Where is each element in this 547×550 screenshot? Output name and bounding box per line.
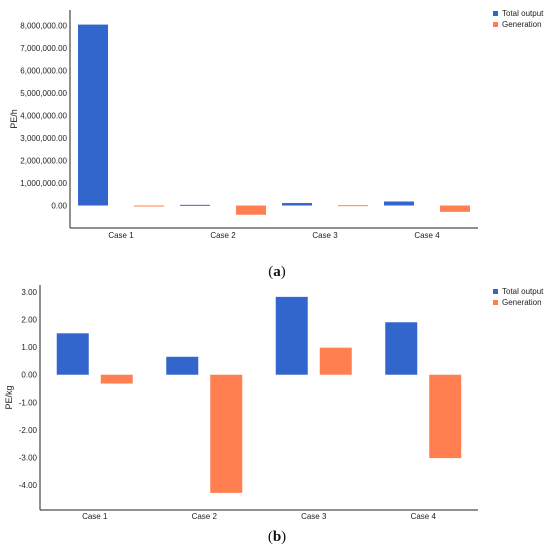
caption-b-open: ( (268, 529, 273, 545)
x-tick-label: Case 2 (210, 231, 236, 240)
y-tick-label: -1.00 (19, 398, 38, 407)
y-tick-label: 4,000,000.00 (20, 112, 67, 121)
legend-swatch-total-output (493, 289, 498, 294)
x-tick-label: Case 4 (411, 512, 437, 521)
y-tick-label: -4.00 (19, 481, 38, 490)
caption-a: (a) (268, 264, 286, 280)
chart-b: -4.00 -3.00 -2.00 -1.00 0.00 1.00 2.00 3.00 PE/k… (4, 285, 544, 521)
y-tick-label: 6,000,000.00 (20, 67, 67, 76)
bar-total-output (166, 356, 199, 375)
y-tick-label: 3.00 (21, 288, 37, 297)
legend-label-generation: Generation (502, 20, 542, 29)
bar-total-output (385, 322, 418, 375)
y-tick-label: 8,000,000.00 (20, 22, 67, 31)
bar-generation (134, 205, 164, 207)
y-tick-label: 0.00 (51, 202, 67, 211)
y-axis-label: PE/h (9, 109, 19, 129)
bar-total-output (78, 24, 108, 206)
y-tick-label: 0.00 (21, 371, 37, 380)
bar-generation (319, 347, 352, 375)
caption-b-letter: b (273, 529, 281, 545)
y-tick-label: -2.00 (19, 426, 38, 435)
x-tick-label: Case 3 (312, 231, 338, 240)
caption-b-close: ) (281, 529, 286, 545)
y-tick-label: -3.00 (19, 454, 38, 463)
chart-a: 0.00 1,000,000.00 2,000,000.00 3,000,000.00… (9, 9, 544, 240)
y-tick-label: 2,000,000.00 (20, 157, 67, 166)
legend-swatch-generation (493, 22, 498, 27)
caption-a-open: ( (268, 264, 273, 280)
bar-generation (440, 205, 470, 212)
x-tick-label: Case 1 (108, 231, 134, 240)
legend-swatch-total-output (493, 11, 498, 16)
legend-label-total-output: Total output (502, 9, 544, 18)
caption-a-close: ) (281, 264, 286, 280)
y-tick-label: 1.00 (21, 343, 37, 352)
legend-label-generation: Generation (502, 298, 542, 307)
bar-generation (210, 374, 243, 493)
x-tick-label: Case 4 (414, 231, 440, 240)
bar-total-output (384, 201, 414, 206)
bar-generation (429, 374, 462, 459)
caption-a-letter: a (273, 264, 281, 280)
bar-generation (236, 205, 266, 215)
y-axis-label: PE/kg (4, 385, 14, 409)
y-tick-label: 2.00 (21, 316, 37, 325)
bar-total-output (275, 296, 308, 375)
x-tick-label: Case 1 (82, 512, 108, 521)
y-tick-label: 1,000,000.00 (20, 179, 67, 188)
caption-b: (b) (268, 529, 286, 545)
bar-total-output (56, 333, 89, 375)
x-tick-label: Case 3 (301, 512, 327, 521)
legend-label-total-output: Total output (502, 287, 544, 296)
y-tick-label: 3,000,000.00 (20, 134, 67, 143)
legend-swatch-generation (493, 300, 498, 305)
bar-generation (100, 374, 133, 384)
y-tick-label: 7,000,000.00 (20, 44, 67, 53)
bar-total-output (180, 204, 210, 206)
bar-generation (338, 205, 368, 207)
bar-total-output (282, 203, 312, 206)
y-tick-label: 5,000,000.00 (20, 89, 67, 98)
x-tick-label: Case 2 (192, 512, 218, 521)
